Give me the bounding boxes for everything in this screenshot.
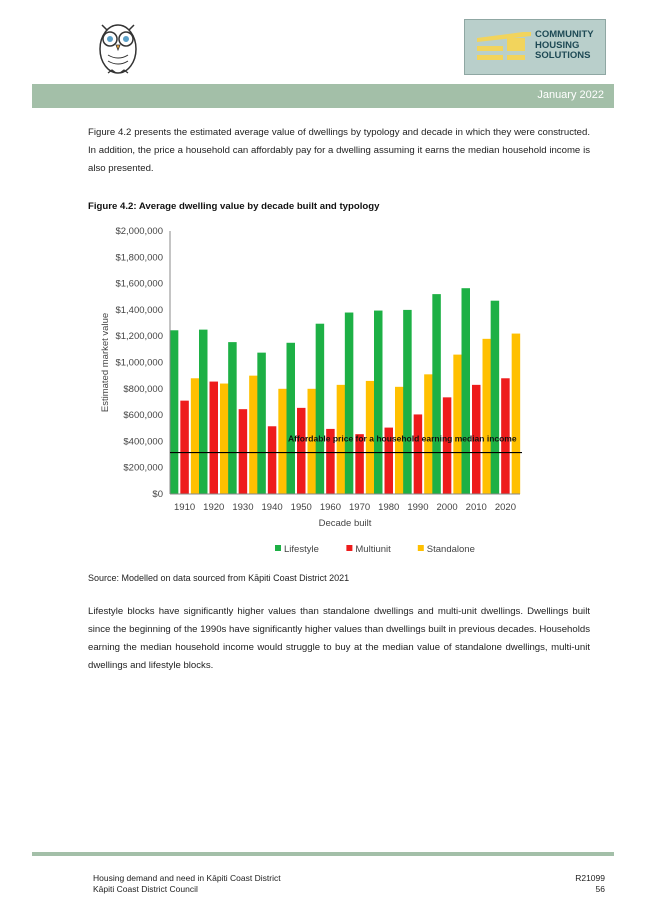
y-tick-label: $1,000,000 [115, 358, 163, 369]
logo-line-1: COMMUNITY [535, 29, 594, 40]
bar-lifestyle-1920 [199, 329, 208, 494]
x-tick-label: 1990 [407, 502, 428, 513]
x-tick-label: 2010 [466, 502, 487, 513]
bar-multiunit-1910 [180, 400, 189, 494]
bar-multiunit-1970 [355, 434, 364, 494]
bar-standalone-2000 [453, 354, 462, 494]
report-date: January 2022 [537, 89, 604, 101]
bar-standalone-2020 [511, 333, 521, 494]
bar-lifestyle-1910 [169, 330, 179, 494]
y-tick-label: $0 [152, 489, 163, 500]
dwelling-value-chart: $0 $200,000 $400,000 $600,000 $800,000 $1,000… [100, 226, 522, 555]
bar-standalone-1940 [278, 388, 287, 494]
x-tick-label: 1930 [232, 502, 253, 513]
intro-paragraph: Figure 4.2 presents the estimated averag… [88, 127, 590, 174]
bar-standalone-1980 [395, 386, 404, 494]
bar-standalone-1920 [220, 383, 229, 494]
footer-left: Housing demand and need in Kāpiti Coast … [93, 873, 281, 895]
community-housing-solutions-logo: COMMUNITY HOUSING SOLUTIONS [464, 19, 606, 75]
bar-lifestyle-1970 [344, 312, 354, 494]
bar-standalone-1930 [249, 375, 258, 494]
x-tick-label: 1910 [174, 502, 195, 513]
owl-logo [99, 24, 137, 74]
bar-lifestyle-1940 [257, 352, 266, 494]
legend-label-multiunit: Multiunit [355, 544, 391, 555]
bar-multiunit-2020 [501, 378, 510, 494]
y-tick-label: $1,200,000 [115, 331, 163, 342]
source-note: Source: Modelled on data sourced from Kā… [88, 573, 350, 583]
page-number: 56 [595, 884, 605, 894]
y-tick-label: $600,000 [123, 410, 163, 421]
bar-standalone-1910 [190, 378, 200, 494]
bar-multiunit-2000 [442, 397, 452, 494]
affordable-price-label: Affordable price for a household earning… [288, 434, 517, 444]
logo-line-3: SOLUTIONS [535, 50, 591, 61]
figure-title: Figure 4.2: Average dwelling value by de… [88, 201, 380, 212]
y-axis-title: Estimated market value [100, 313, 111, 412]
y-tick-label: $1,800,000 [115, 252, 163, 263]
bar-multiunit-1960 [326, 428, 335, 494]
legend-swatch-lifestyle [275, 545, 281, 551]
bar-multiunit-1920 [209, 381, 218, 494]
bar-lifestyle-1930 [228, 342, 237, 494]
x-tick-label: 1980 [378, 502, 399, 513]
bar-standalone-1960 [336, 384, 346, 494]
footer-report-title: Housing demand and need in Kāpiti Coast … [93, 873, 281, 883]
bar-multiunit-1930 [238, 409, 248, 494]
bar-lifestyle-2020 [490, 300, 500, 494]
footer-right: R21099 56 [575, 873, 605, 895]
bar-multiunit-1980 [384, 427, 393, 494]
footer-organisation: Kāpiti Coast District Council [93, 884, 198, 894]
body-paragraph: Lifestyle blocks have significantly high… [88, 606, 590, 671]
bar-lifestyle-1990 [403, 309, 412, 494]
y-tick-label: $2,000,000 [115, 226, 163, 237]
bar-multiunit-1990 [413, 414, 423, 494]
bar-standalone-1990 [424, 374, 433, 494]
x-tick-label: 1950 [291, 502, 312, 513]
bar-multiunit-1950 [297, 407, 306, 494]
legend-label-standalone: Standalone [427, 544, 475, 555]
logo-line-2: HOUSING [535, 39, 580, 51]
header-band: January 2022 [32, 84, 614, 108]
footer-rule [32, 852, 614, 856]
chart-bars [169, 288, 521, 494]
legend-swatch-standalone [417, 545, 424, 551]
bar-standalone-2010 [482, 338, 491, 494]
x-axis-ticks: 1910 1920 1930 1940 1950 1960 1970 1980 1990 2000… [174, 502, 516, 513]
bar-lifestyle-1980 [374, 310, 383, 494]
stacked-bars-icon [477, 32, 531, 60]
bar-standalone-1950 [307, 388, 316, 494]
x-tick-label: 1940 [262, 502, 283, 513]
x-tick-label: 2000 [437, 502, 458, 513]
x-tick-label: 1960 [320, 502, 341, 513]
y-tick-label: $1,400,000 [115, 305, 163, 316]
footer-report-ref: R21099 [575, 873, 605, 883]
bar-lifestyle-2000 [432, 294, 441, 494]
legend-label-lifestyle: Lifestyle [284, 544, 319, 555]
x-tick-label: 2020 [495, 502, 516, 513]
legend-swatch-multiunit [346, 545, 353, 551]
x-tick-label: 1920 [203, 502, 224, 513]
bar-lifestyle-1960 [315, 323, 325, 494]
y-tick-label: $800,000 [123, 384, 163, 395]
y-tick-label: $1,600,000 [115, 279, 163, 290]
bar-multiunit-1940 [267, 426, 277, 494]
bar-lifestyle-2010 [461, 288, 470, 494]
x-axis-title: Decade built [319, 518, 372, 529]
y-tick-label: $200,000 [123, 463, 163, 474]
chart-legend: Lifestyle Multiunit Standalone [275, 544, 475, 555]
y-axis-ticks: $0 $200,000 $400,000 $600,000 $800,000 $1,000… [115, 226, 163, 500]
bar-standalone-1970 [365, 380, 375, 494]
bar-lifestyle-1950 [286, 342, 295, 494]
y-tick-label: $400,000 [123, 436, 163, 447]
x-tick-label: 1970 [349, 502, 370, 513]
bar-multiunit-2010 [472, 384, 481, 494]
